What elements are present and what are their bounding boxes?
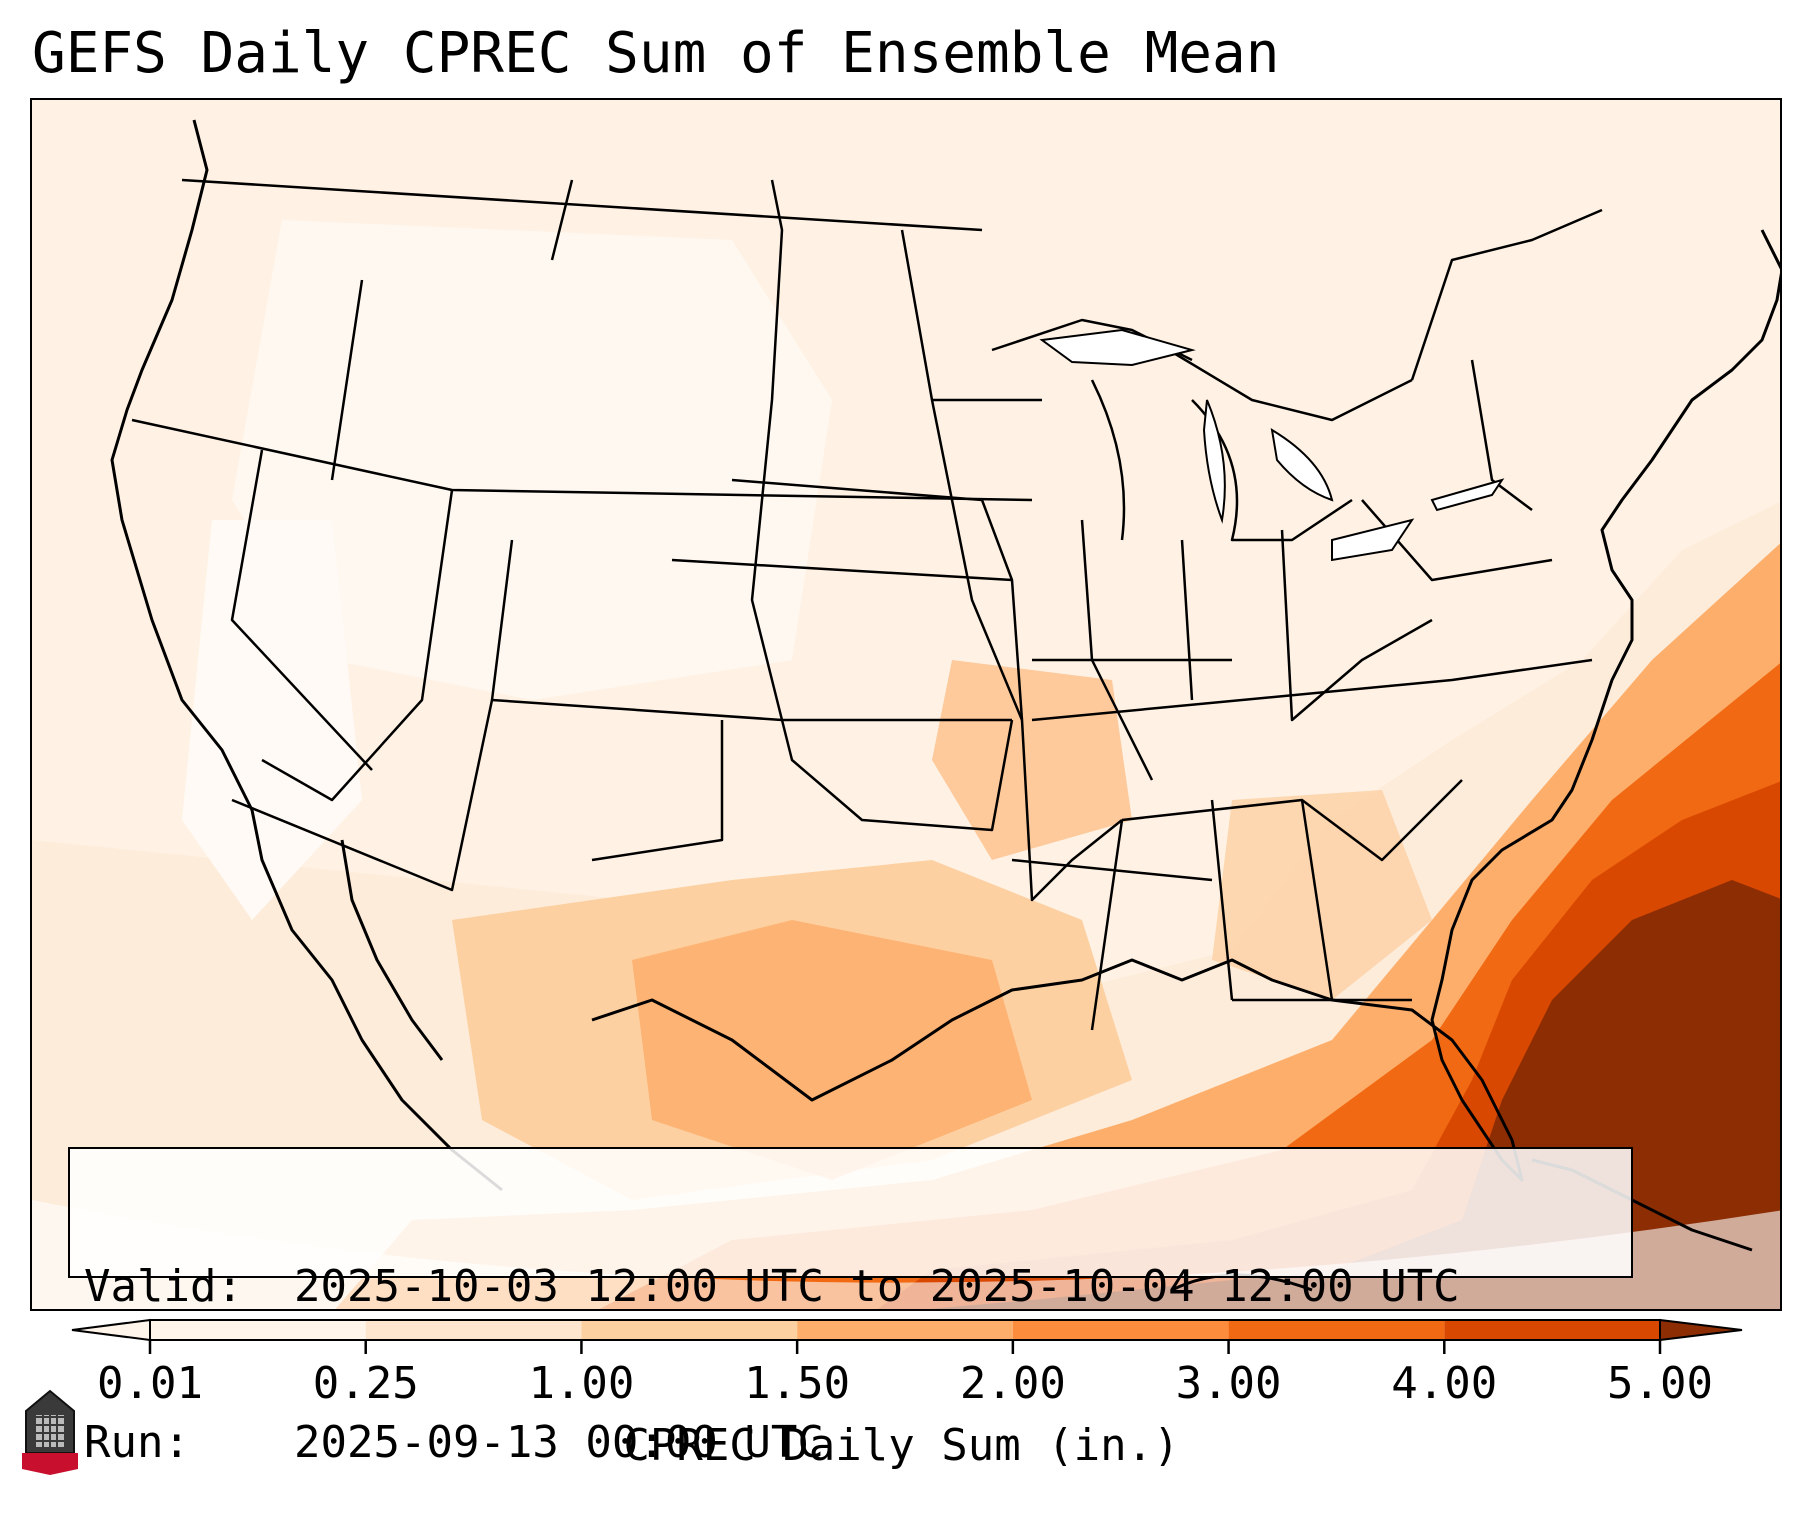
colorbar-tick-label: 5.00 — [1607, 1358, 1713, 1409]
colorbar-segment — [797, 1320, 1013, 1340]
valid-label: Valid: — [84, 1261, 243, 1312]
colorbar-segments — [71, 1318, 1743, 1342]
colorbar-tick-label: 1.50 — [744, 1358, 851, 1409]
colorbar-segment — [1228, 1320, 1445, 1340]
valid-run-info-box: Valid: 2025-10-03 12:00 UTC to 2025-10-04… — [68, 1147, 1633, 1468]
colorbar-tick-label: 0.01 — [97, 1358, 203, 1409]
run-label: Run: — [84, 1417, 190, 1468]
map-canvas — [32, 100, 1780, 1309]
colorbar-tick-label: 0.25 — [312, 1358, 419, 1409]
great-lakes — [1039, 328, 1505, 562]
colorbar-extend-min — [71, 1318, 151, 1342]
run-value: 2025-09-13 00:00 UTC — [294, 1417, 824, 1468]
precip-field — [32, 100, 1780, 1309]
colorbar-tick-label: 3.00 — [1175, 1358, 1282, 1409]
precipitation-map — [30, 98, 1782, 1311]
colorbar-tick-marks — [148, 1340, 1662, 1354]
colorbar-segment — [581, 1320, 798, 1340]
colorbar-segment — [1012, 1320, 1229, 1340]
colorbar-tick-label: 4.00 — [1391, 1358, 1498, 1409]
map-title: GEFS Daily CPREC Sum of Ensemble Mean — [32, 21, 1280, 86]
niu-logo — [22, 1389, 78, 1475]
valid-value: 2025-10-03 12:00 UTC to 2025-10-04 12:00… — [294, 1261, 1460, 1312]
colorbar-label: CPREC Daily Sum (in.) — [623, 1420, 1180, 1471]
state-borders — [131, 178, 1603, 1031]
colorbar-extend-max — [1659, 1318, 1743, 1342]
colorbar-outline — [149, 1319, 1661, 1341]
colorbar-tick-label: 2.00 — [959, 1358, 1066, 1409]
colorbar — [71, 1318, 1743, 1354]
colorbar-segment — [1444, 1320, 1660, 1340]
colorbar-tick-label: 1.00 — [528, 1358, 635, 1409]
colorbar-segment — [150, 1320, 366, 1340]
colorbar-segment — [365, 1320, 582, 1340]
